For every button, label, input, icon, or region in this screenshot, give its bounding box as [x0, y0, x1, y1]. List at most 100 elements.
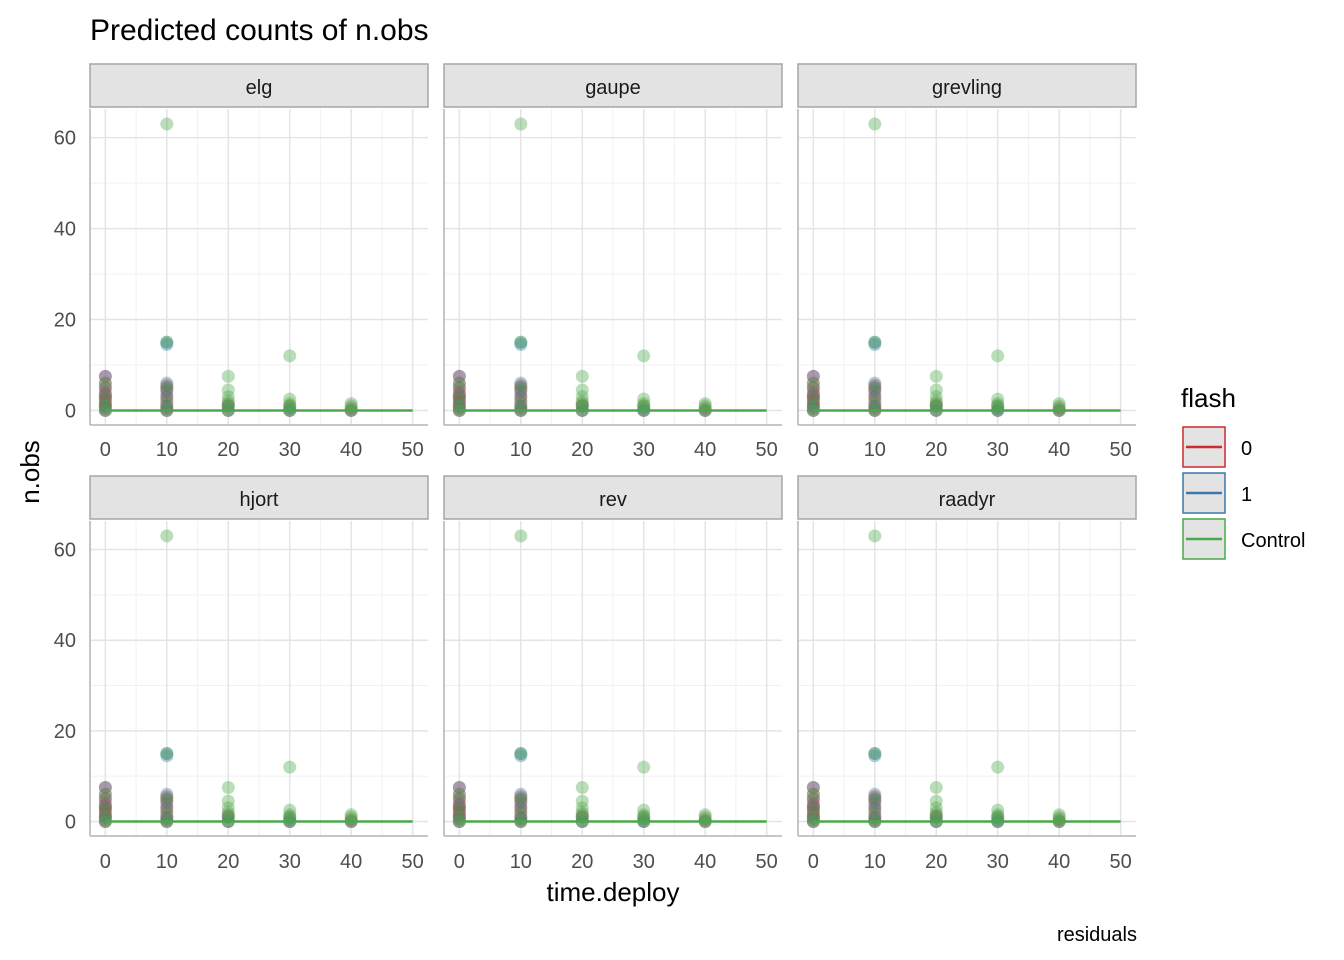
data-point-control: [283, 397, 297, 411]
legend-label: 0: [1241, 438, 1252, 460]
data-point-1: [868, 749, 882, 763]
data-point-1: [160, 399, 174, 413]
data-point-control: [698, 808, 712, 822]
data-point-0: [98, 805, 112, 819]
data-point-control: [344, 810, 358, 824]
data-point-control: [991, 808, 1005, 822]
data-point-control: [160, 117, 174, 131]
y-tick-label: 40: [54, 219, 76, 241]
data-point-control: [929, 781, 943, 795]
data-point-0: [806, 803, 820, 817]
data-point-0: [98, 796, 112, 810]
data-point-0: [160, 810, 174, 824]
data-point-0: [514, 394, 528, 408]
data-point-control: [868, 381, 882, 395]
data-point-control: [283, 808, 297, 822]
data-point-0: [98, 803, 112, 817]
data-point-0: [806, 781, 820, 795]
data-point-1: [514, 335, 528, 349]
facet-panel-hjort: hjort 0 10 20 30 40 50 0 20 40 60: [54, 475, 429, 873]
data-point-1: [514, 383, 528, 397]
data-point-control: [221, 369, 235, 383]
data-point-0: [452, 397, 466, 411]
facet-strip-label: rev: [599, 489, 627, 511]
facet-strip: [797, 63, 1137, 108]
data-point-control: [221, 781, 235, 795]
data-point-0: [806, 397, 820, 411]
x-tick-label: 50: [1110, 851, 1132, 873]
data-point-0: [452, 392, 466, 406]
data-point-control: [221, 810, 235, 824]
data-point-0: [98, 801, 112, 815]
data-point-control: [160, 529, 174, 543]
data-point-0: [452, 810, 466, 824]
y-tick-label: 40: [54, 630, 76, 652]
data-point-0: [98, 808, 112, 822]
legend: flash 0 1 Control: [1181, 383, 1305, 560]
data-point-control: [221, 399, 235, 413]
data-point-1: [868, 787, 882, 801]
data-point-0: [452, 787, 466, 801]
data-point-0: [160, 399, 174, 413]
y-tick-label: 20: [54, 721, 76, 743]
data-point-control: [991, 399, 1005, 413]
facet-strip: [443, 63, 783, 108]
data-point-control: [1052, 399, 1066, 413]
data-point-1: [868, 794, 882, 808]
data-point-0: [160, 381, 174, 395]
data-point-0: [98, 781, 112, 795]
data-point-1: [452, 390, 466, 404]
data-point-1: [160, 794, 174, 808]
data-point-control: [452, 787, 466, 801]
data-point-1: [575, 810, 589, 824]
data-point-1: [806, 399, 820, 413]
data-point-1: [868, 747, 882, 761]
data-point-control: [160, 805, 174, 819]
facet-strip: [797, 475, 1137, 520]
data-point-0: [452, 388, 466, 402]
data-point-0: [514, 385, 528, 399]
data-point-1: [452, 801, 466, 815]
data-point-control: [637, 392, 651, 406]
data-point-control: [868, 335, 882, 349]
data-point-control: [514, 529, 528, 543]
data-point-1: [575, 399, 589, 413]
data-point-control: [221, 805, 235, 819]
x-tick-label: 40: [1048, 851, 1070, 873]
data-point-0: [806, 787, 820, 801]
data-point-1: [868, 335, 882, 349]
data-point-control: [452, 376, 466, 390]
data-point-0: [452, 369, 466, 383]
data-point-1: [514, 399, 528, 413]
legend-item-control: Control: [1182, 518, 1305, 560]
data-point-0: [98, 792, 112, 806]
data-point-0: [514, 805, 528, 819]
x-tick-label: 20: [571, 851, 593, 873]
data-point-control: [806, 787, 820, 801]
data-point-0: [868, 792, 882, 806]
x-tick-label: 30: [633, 439, 655, 461]
data-point-0: [98, 381, 112, 395]
data-point-0: [452, 799, 466, 813]
data-point-0: [98, 390, 112, 404]
data-point-0: [868, 378, 882, 392]
data-point-control: [868, 117, 882, 131]
data-point-0: [98, 399, 112, 413]
data-point-0: [868, 801, 882, 815]
data-point-0: [514, 792, 528, 806]
data-point-1: [806, 781, 820, 795]
data-point-1: [452, 781, 466, 795]
data-point-control: [575, 781, 589, 795]
data-point-0: [452, 399, 466, 413]
data-point-0: [283, 810, 297, 824]
data-point-1: [221, 399, 235, 413]
x-tick-label: 0: [808, 851, 819, 873]
data-point-control: [637, 349, 651, 363]
data-point-control: [344, 399, 358, 413]
data-point-control: [575, 801, 589, 815]
data-point-0: [452, 376, 466, 390]
data-point-1: [160, 787, 174, 801]
x-tick-label: 30: [279, 851, 301, 873]
data-point-control: [160, 792, 174, 806]
data-point-control: [929, 394, 943, 408]
